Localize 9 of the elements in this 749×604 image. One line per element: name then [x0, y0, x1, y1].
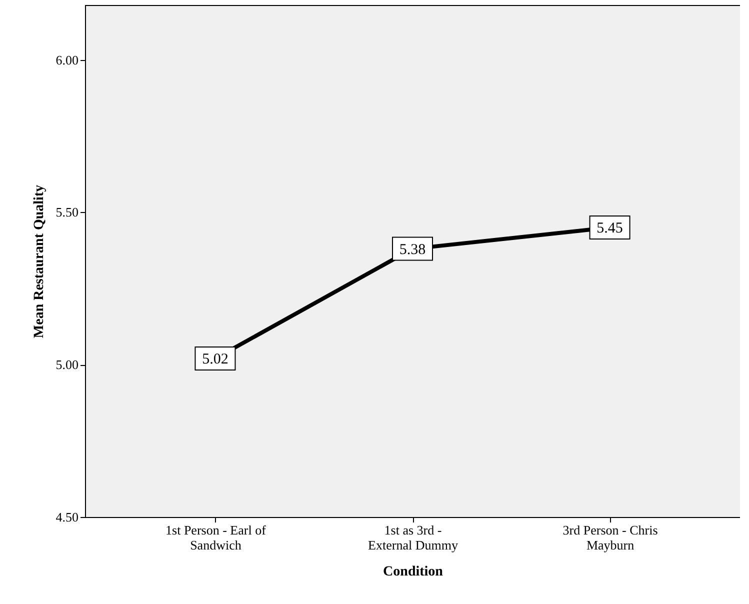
y-tick-label: 5.00	[56, 357, 78, 372]
x-tick-label: 1st as 3rd - External Dummy	[368, 522, 458, 552]
x-axis-title: Condition	[383, 564, 444, 580]
x-tick-label: 1st Person - Earl of Sandwich	[166, 522, 267, 552]
y-tick-label: 5.50	[56, 204, 78, 220]
y-axis-title: Mean Restaurant Quality	[32, 184, 47, 338]
y-tick-label: 6.00	[56, 52, 78, 68]
x-tick-label: 3rd Person - Chris Mayburn	[562, 522, 658, 552]
y-tick-label: 4.50	[56, 510, 78, 524]
